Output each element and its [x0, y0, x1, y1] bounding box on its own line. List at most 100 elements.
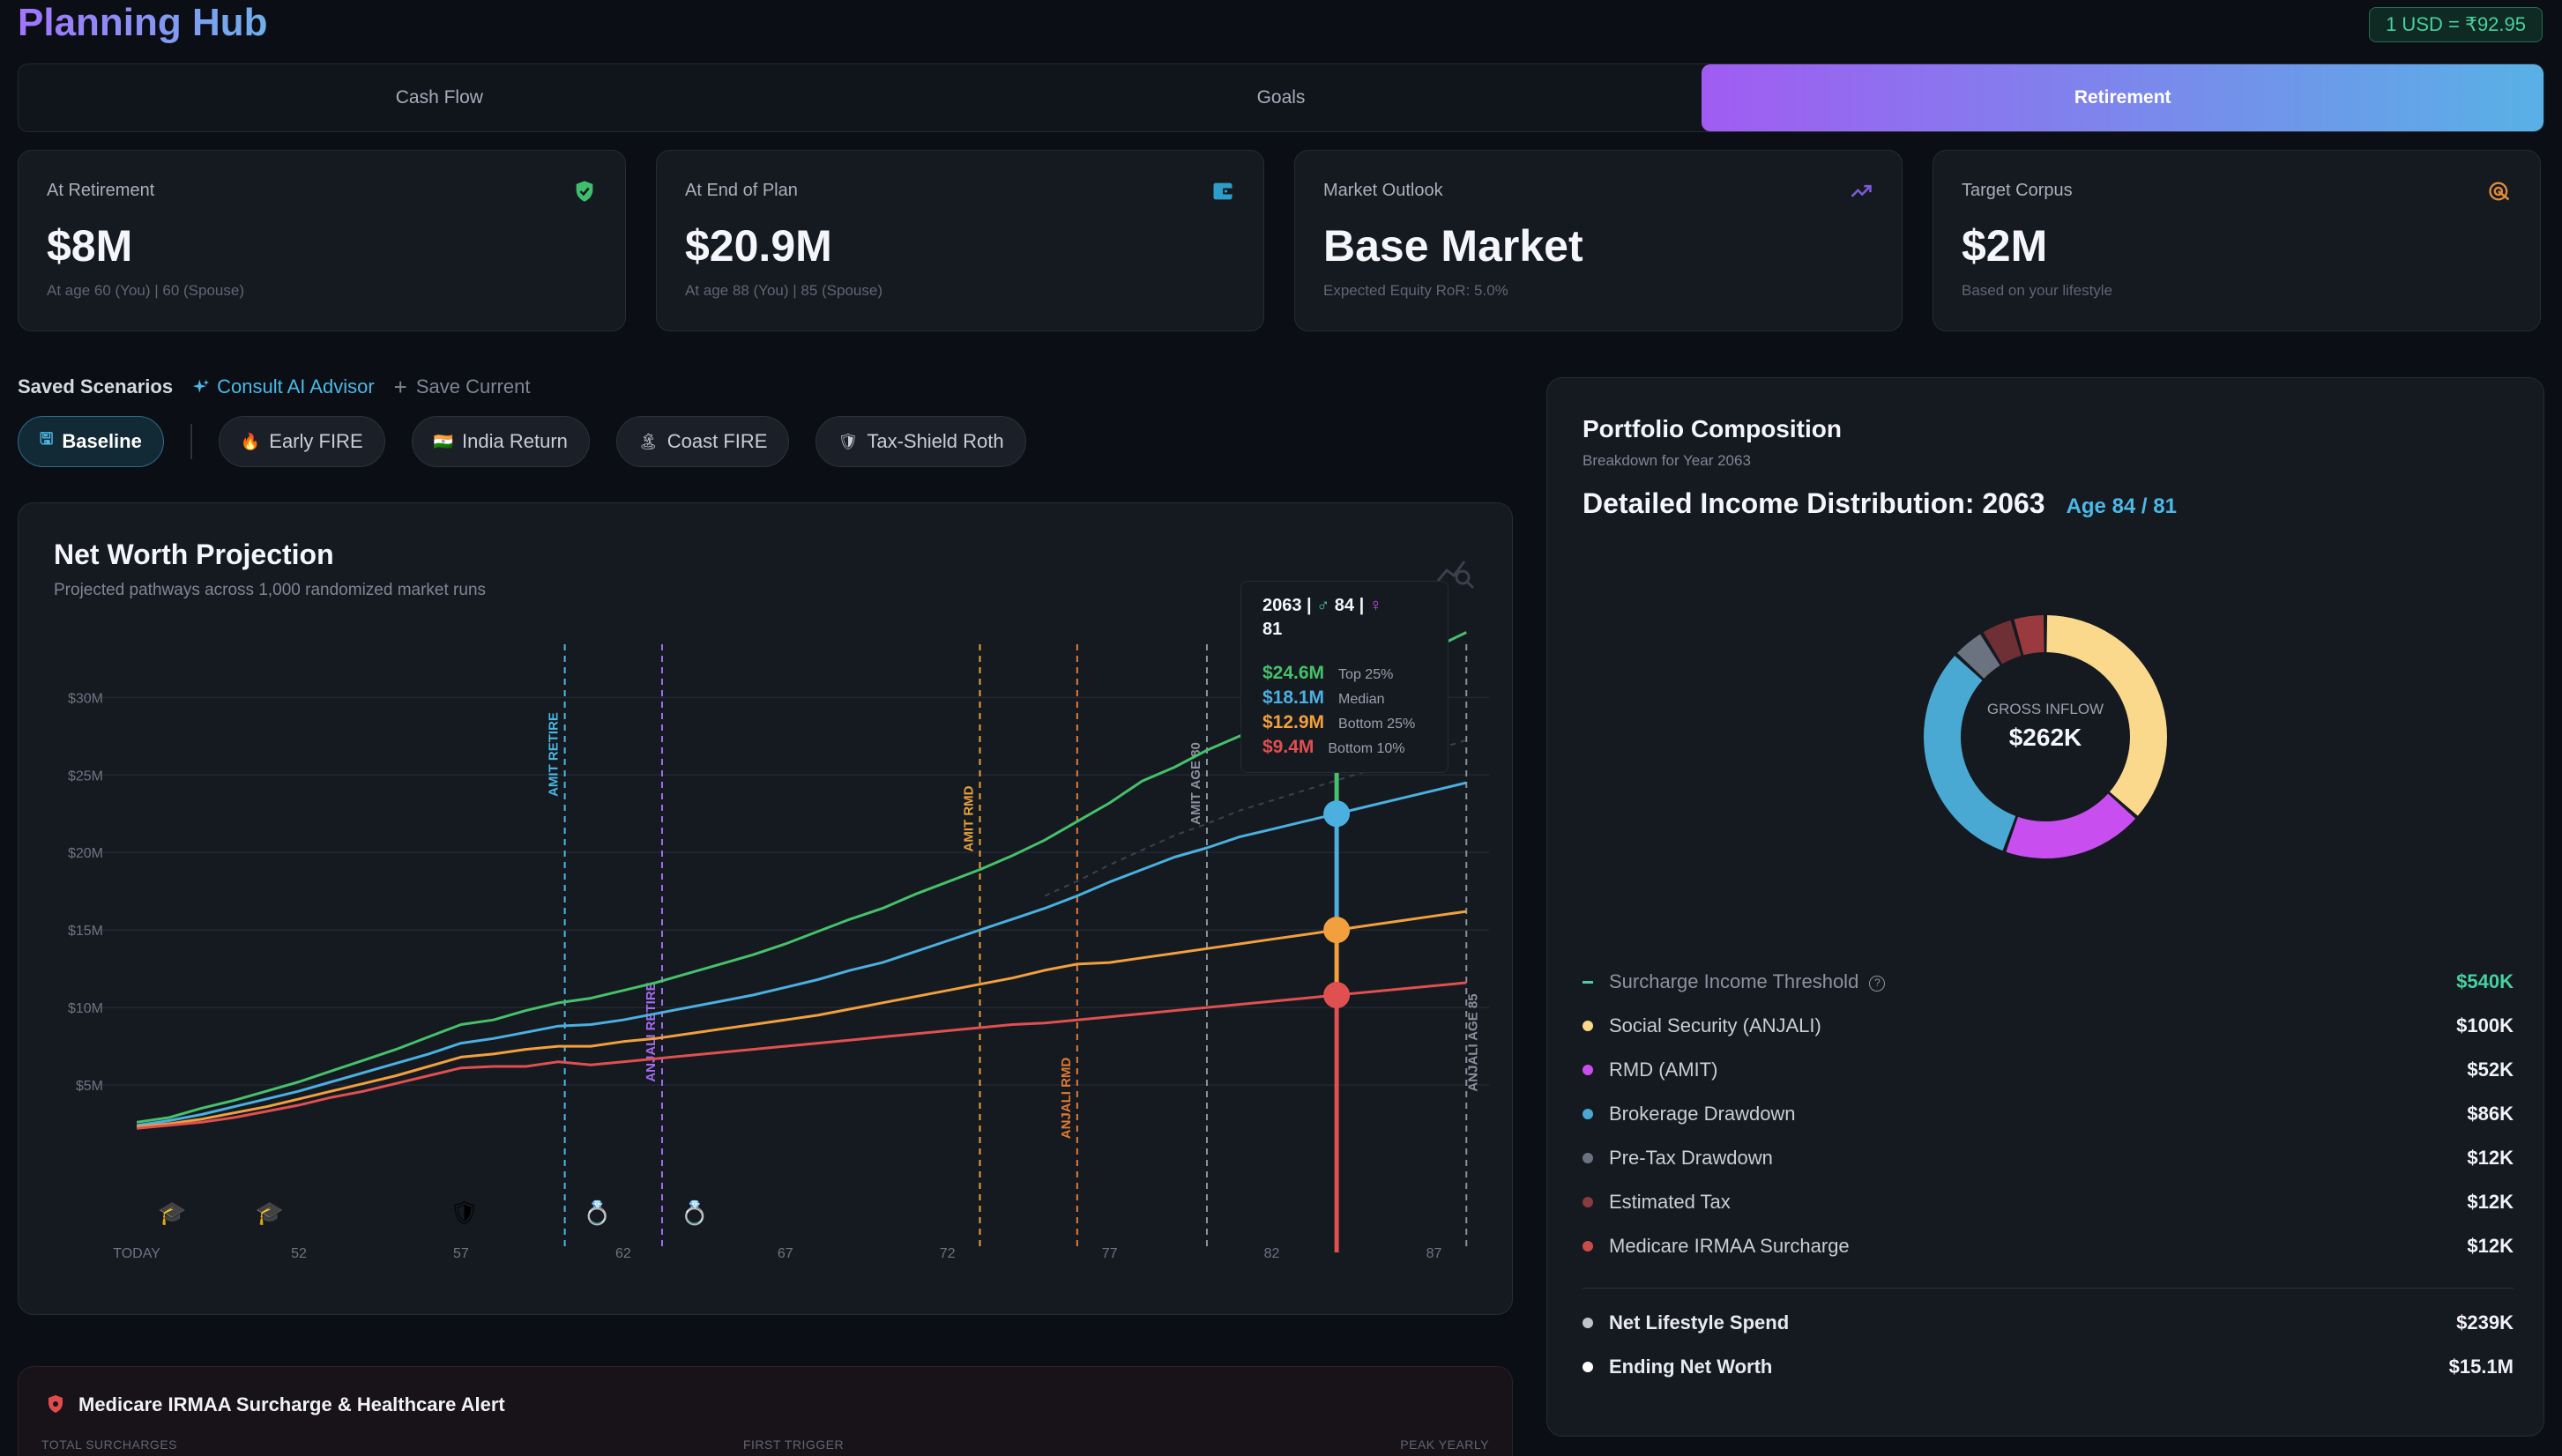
legend-label: Surcharge Income Threshold ?	[1609, 970, 2456, 993]
legend-row: Pre-Tax Drawdown $12K	[1583, 1136, 2514, 1180]
x-tick-label: TODAY	[113, 1246, 160, 1261]
milestone-icon[interactable]: 💍	[583, 1200, 611, 1227]
scenario-chip-baseline[interactable]: 🖫 Baseline	[18, 416, 164, 467]
x-tick-label: 77	[1102, 1246, 1118, 1261]
tab-goals[interactable]: Goals	[1256, 87, 1306, 108]
legend-row: Medicare IRMAA Surcharge $12K	[1583, 1224, 2514, 1268]
scenario-chip-tax-shield-roth[interactable]: 🛡 Tax-Shield Roth	[816, 416, 1026, 467]
milestone-icon[interactable]: 🛡	[450, 1200, 479, 1226]
male-icon: ♂	[1316, 596, 1330, 615]
consult-ai-advisor-link[interactable]: Consult AI Advisor	[192, 375, 375, 398]
series-line-1[interactable]	[136, 781, 1467, 1127]
legend-row: Social Security (ANJALI) $100K	[1583, 1004, 2514, 1048]
legend-dot	[1583, 1318, 1593, 1328]
highlight-point[interactable]	[1323, 982, 1351, 1009]
event-label: AMIT RETIRE	[547, 712, 562, 797]
y-tick-label: $30M	[68, 691, 103, 706]
wallet-icon	[1213, 182, 1233, 200]
shield-alert-icon	[48, 1395, 63, 1413]
milestone-icon[interactable]: 🎓	[256, 1200, 284, 1226]
kpi-label: At Retirement	[47, 181, 155, 200]
tooltip-value: $12.9M	[1262, 712, 1325, 732]
tooltip-label: Bottom 10%	[1328, 741, 1405, 756]
tooltip-value: $18.1M	[1262, 687, 1325, 708]
legend-row: Brokerage Drawdown $86K	[1583, 1092, 2514, 1136]
female-icon: ♀	[1368, 596, 1382, 615]
scenario-chip-coast-fire[interactable]: 🏝 Coast FIRE	[615, 416, 790, 467]
highlight-point[interactable]	[1323, 800, 1351, 828]
legend-label: RMD (AMIT)	[1609, 1059, 1718, 1081]
legend-value: $52K	[2467, 1059, 2514, 1081]
legend-dot	[1583, 1241, 1593, 1252]
tooltip-value: $9.4M	[1262, 737, 1315, 757]
scenario-chip-india-return[interactable]: 🇮🇳 India Return	[411, 416, 590, 467]
kpi-value: $20.9M	[685, 221, 832, 271]
scenarios-bar: Saved Scenarios Consult AI Advisor + Sav…	[18, 375, 530, 398]
donut-slice[interactable]	[1924, 655, 2016, 851]
legend-dot	[1583, 1197, 1593, 1207]
x-tick-label: 87	[1426, 1246, 1442, 1261]
kpi-subtext: Based on your lifestyle	[1962, 282, 2113, 299]
help-icon[interactable]: ?	[1869, 976, 1886, 992]
save-current-button[interactable]: + Save Current	[394, 375, 531, 398]
legend-row: Ending Net Worth $15.1M	[1583, 1345, 2514, 1389]
milestone-icon[interactable]: 🎓	[158, 1200, 186, 1226]
main-tabs: Cash Flow Goals Retirement	[18, 63, 2544, 132]
alert-col-first-trigger: FIRST TRIGGER	[743, 1437, 845, 1452]
kpi-subtext: At age 60 (You) | 60 (Spouse)	[47, 282, 244, 299]
legend-row: RMD (AMIT) $52K	[1583, 1048, 2514, 1092]
scenario-chip-early-fire[interactable]: 🔥 Early FIRE	[218, 416, 385, 467]
legend-label: Net Lifestyle Spend	[1609, 1311, 1790, 1333]
kpi-subtext: At age 88 (You) | 85 (Spouse)	[685, 282, 883, 299]
chart-zoom-icon[interactable]	[1436, 554, 1477, 590]
donut-chart[interactable]	[1918, 609, 2173, 865]
series-line-3[interactable]	[136, 981, 1467, 1130]
donut-slice[interactable]	[2006, 793, 2136, 858]
scenarios-title: Saved Scenarios	[18, 375, 174, 397]
legend-row: Estimated Tax $12K	[1583, 1180, 2514, 1224]
x-tick-label: 57	[453, 1246, 469, 1261]
tab-cash-flow[interactable]: Cash Flow	[395, 87, 483, 108]
net-worth-subtitle: Projected pathways across 1,000 randomiz…	[54, 581, 487, 599]
portfolio-title: Portfolio Composition	[1583, 415, 1842, 442]
legend-value: $86K	[2467, 1103, 2514, 1125]
legend-dot	[1583, 1153, 1593, 1163]
x-tick-label: 67	[778, 1246, 793, 1261]
kpi-target-corpus: Target Corpus $2M Based on your lifestyl…	[1933, 150, 2541, 331]
donut-slice[interactable]	[1956, 634, 2000, 679]
irmaa-alert-card: Medicare IRMAA Surcharge & Healthcare Al…	[18, 1366, 1513, 1456]
kpi-at-retirement: At Retirement $8M At age 60 (You) | 60 (…	[18, 150, 626, 331]
kpi-value: $2M	[1962, 221, 2048, 271]
legend-value: $100K	[2456, 1014, 2514, 1036]
tooltip-you-age: 84	[1334, 596, 1355, 615]
net-worth-chart[interactable]: $5M $10M $15M $20M $25M $30M TODAY 52 57 62 67 72 77…	[19, 503, 1514, 1316]
kpi-label: At End of Plan	[685, 181, 798, 200]
income-legend: Surcharge Income Threshold ? $540K Socia…	[1583, 960, 2514, 1389]
y-tick-label: $10M	[68, 1001, 103, 1016]
tooltip-row: $18.1M Median	[1262, 687, 1426, 709]
legend-value: $540K	[2456, 970, 2514, 992]
legend-dot	[1583, 1021, 1593, 1031]
highlight-point[interactable]	[1323, 917, 1351, 944]
series-line-2[interactable]	[136, 910, 1467, 1128]
milestone-icon[interactable]: 💍	[681, 1200, 709, 1227]
sparkle-icon	[192, 379, 210, 393]
legend-row: Net Lifestyle Spend $239K	[1583, 1301, 2514, 1345]
legend-dot	[1583, 1065, 1593, 1075]
donut-slice[interactable]	[1983, 620, 2022, 665]
kpi-market-outlook: Market Outlook Base Market Expected Equi…	[1294, 150, 1903, 331]
tab-retirement[interactable]: Retirement	[1702, 64, 2543, 131]
donut-label: GROSS INFLOW	[1986, 701, 2104, 717]
donut-slice[interactable]	[2046, 615, 2167, 816]
y-tick-label: $25M	[68, 769, 103, 784]
donut-slice[interactable]	[2014, 615, 2044, 656]
plus-icon: +	[393, 374, 407, 400]
legend-label: Social Security (ANJALI)	[1609, 1014, 1821, 1036]
net-worth-title: Net Worth Projection	[54, 539, 334, 570]
kpi-label: Target Corpus	[1962, 181, 2073, 200]
income-donut[interactable]: GROSS INFLOW $262K	[1918, 609, 2173, 865]
chip-label: Coast FIRE	[667, 430, 768, 452]
legend-label: Medicare IRMAA Surcharge	[1609, 1235, 1850, 1257]
x-tick-label: 62	[615, 1246, 631, 1261]
income-heading-text: Detailed Income Distribution: 2063	[1583, 487, 2045, 519]
